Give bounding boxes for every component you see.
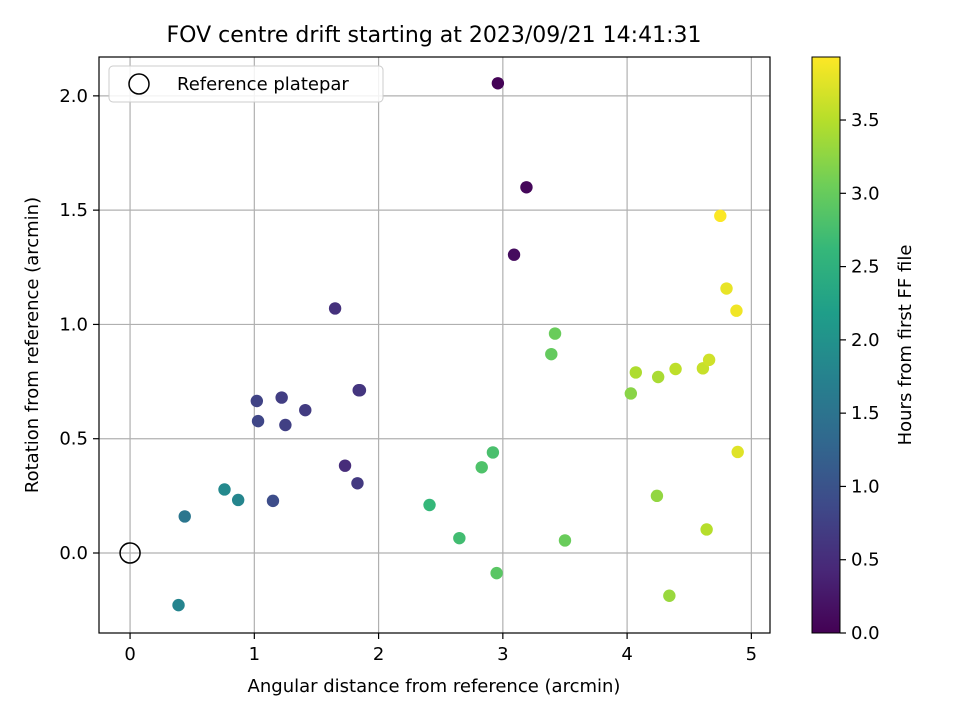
colorbar-tick-label: 2.0	[851, 330, 880, 351]
data-point	[669, 362, 682, 376]
data-point	[548, 327, 562, 340]
x-axis-label: Angular distance from reference (arcmin)	[248, 676, 621, 697]
data-point	[714, 209, 727, 223]
colorbar-tick-label: 1.5	[851, 403, 880, 424]
data-point	[250, 394, 264, 408]
data-point	[520, 181, 533, 194]
data-point	[279, 418, 292, 432]
data-point	[730, 304, 743, 317]
y-tick-label: 0.5	[59, 429, 88, 450]
data-point	[702, 353, 716, 367]
data-point	[453, 531, 466, 545]
data-point	[651, 370, 665, 384]
data-point	[558, 534, 572, 547]
data-point	[423, 498, 436, 512]
x-tick-label: 5	[746, 644, 757, 665]
y-tick-label: 1.0	[59, 314, 88, 335]
data-point	[251, 414, 265, 428]
colorbar-tick-label: 1.0	[851, 476, 880, 497]
x-tick-label: 4	[621, 644, 632, 665]
legend-entry-reference-platepar: Reference platepar	[177, 74, 349, 95]
data-point	[353, 384, 367, 397]
chart-title: FOV centre drift starting at 2023/09/21 …	[167, 23, 702, 48]
data-point	[178, 510, 191, 523]
data-point	[172, 598, 185, 612]
x-axis-ticks: 0 1 2 3 4 5	[124, 633, 757, 665]
data-point	[663, 589, 676, 602]
data-point	[491, 77, 505, 90]
data-point	[475, 461, 488, 474]
colorbar-tick-label: 3.5	[851, 110, 880, 131]
data-point	[299, 403, 312, 417]
legend-box	[108, 65, 384, 103]
x-tick-label: 2	[373, 644, 384, 665]
data-point	[624, 387, 638, 400]
x-tick-label: 1	[249, 644, 260, 665]
colorbar: 0.0 0.5 1.0 1.5 2.0 2.5 3.0 3.5 Hours from firs…	[811, 56, 916, 644]
reference-marker-group	[119, 542, 141, 564]
colorbar-tick-label: 3.0	[851, 183, 880, 204]
data-point	[328, 302, 342, 315]
data-point	[545, 347, 558, 361]
legend-reference-marker	[128, 73, 150, 95]
data-point	[231, 493, 245, 507]
grid-lines	[99, 57, 770, 633]
data-point	[700, 523, 713, 536]
colorbar-frame	[811, 56, 841, 634]
data-point	[490, 566, 503, 580]
colorbar-label: Hours from first FF file	[895, 245, 916, 446]
reference-platepar-marker	[119, 542, 141, 564]
y-tick-label: 1.5	[59, 200, 88, 221]
colorbar-tick-label: 2.5	[851, 257, 880, 278]
data-point	[218, 483, 231, 496]
data-point	[486, 446, 500, 459]
data-point	[266, 494, 280, 508]
y-tick-label: 0.0	[59, 543, 88, 564]
data-point	[351, 477, 364, 490]
data-point	[731, 445, 744, 459]
colorbar-tick-label: 0.5	[851, 550, 880, 571]
colorbar-gradient	[812, 57, 840, 633]
data-point	[507, 248, 521, 261]
data-point	[650, 489, 664, 503]
y-axis-label: Rotation from reference (arcmin)	[22, 197, 43, 493]
plot-frame	[98, 56, 771, 634]
data-point	[629, 366, 642, 379]
data-point	[275, 391, 288, 404]
data-points	[172, 77, 744, 612]
y-tick-label: 2.0	[59, 86, 88, 107]
colorbar-tick-label: 0.0	[851, 623, 880, 644]
x-tick-label: 0	[124, 644, 135, 665]
x-tick-label: 3	[497, 644, 508, 665]
legend: Reference platepar	[108, 65, 384, 103]
data-point	[338, 459, 352, 472]
y-axis-ticks: 0.0 0.5 1.0 1.5 2.0	[59, 86, 99, 564]
colorbar-ticks: 0.0 0.5 1.0 1.5 2.0 2.5 3.0 3.5	[840, 110, 880, 644]
data-point	[720, 282, 733, 295]
